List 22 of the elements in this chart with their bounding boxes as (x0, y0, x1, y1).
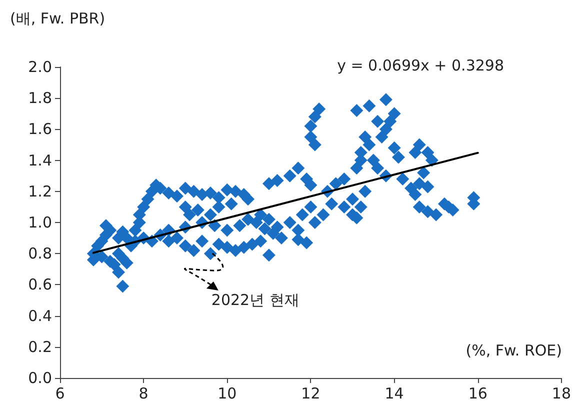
x-tick-label: 14 (384, 384, 404, 402)
annotation: y = 0.0699x + 0.3298 (337, 56, 504, 74)
y-tick-label: 1.4 (28, 151, 52, 170)
y-tick-label: 0.4 (28, 306, 52, 325)
x-tick-label: 6 (55, 384, 65, 402)
y-tick-label: 0.0 (28, 369, 52, 387)
y-tick-label: 0.6 (28, 276, 52, 294)
annotation: 2022년 현재 (211, 291, 300, 310)
x-tick-label: 12 (301, 384, 320, 402)
y-tick-label: 1.8 (28, 89, 52, 108)
x-tick-label: 10 (218, 384, 237, 402)
x-tick-label: 8 (138, 384, 148, 402)
y-tick-label: 0.2 (28, 338, 52, 356)
y-tick-label: 1.2 (28, 182, 52, 200)
y-tick-label: 2.0 (28, 58, 52, 76)
x-tick-label: 16 (468, 384, 488, 402)
x-tick-label: 18 (552, 384, 572, 402)
y-tick-label: 1.0 (28, 214, 52, 232)
y-tick-label: 1.6 (28, 120, 52, 138)
x-axis-title: (%, Fw. ROE) (466, 342, 562, 360)
y-tick-label: 0.8 (28, 244, 52, 263)
y-axis-title: (배, Fw. PBR) (10, 10, 106, 28)
